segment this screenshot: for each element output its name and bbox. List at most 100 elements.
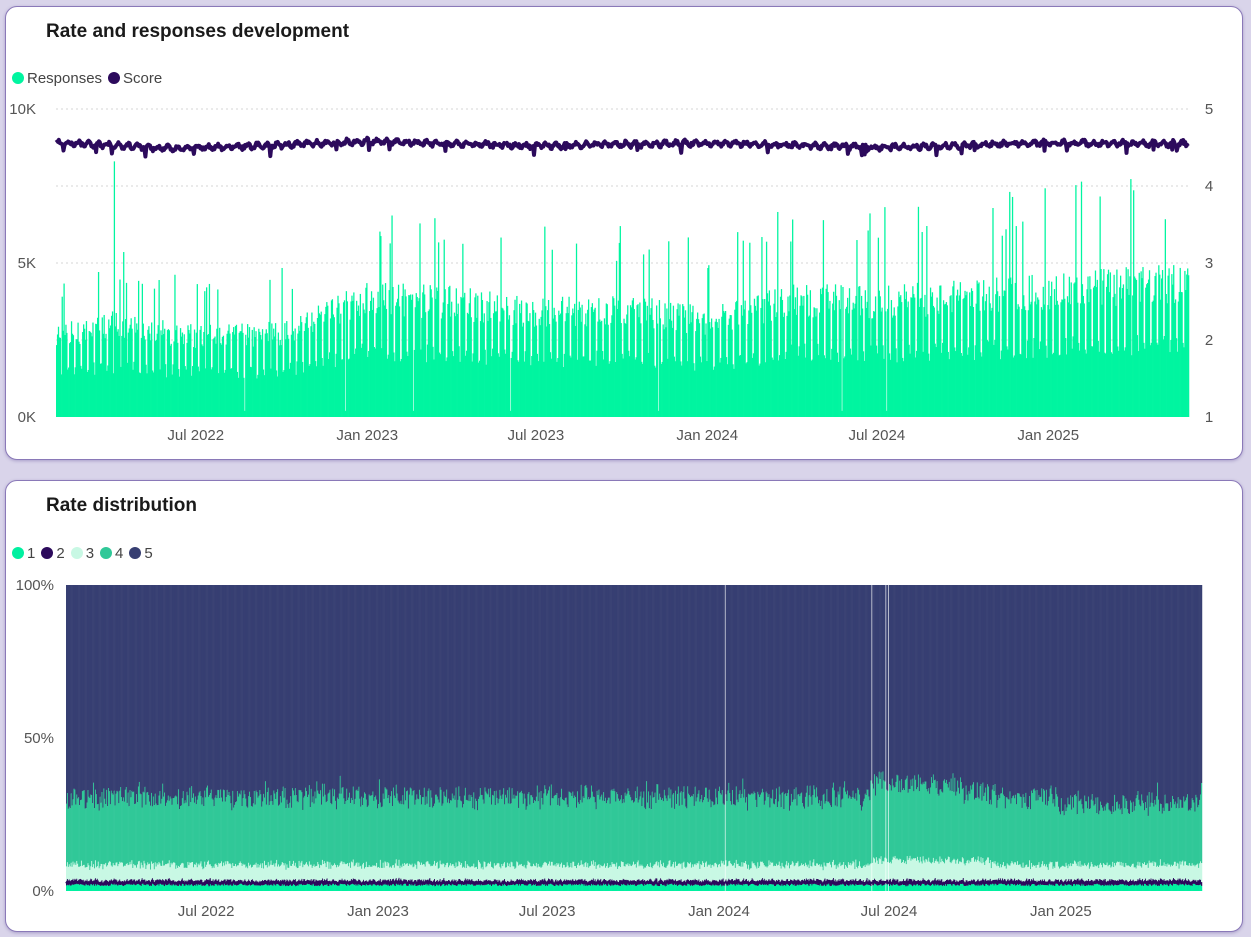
segment-5 <box>119 585 121 791</box>
segment-1 <box>338 885 340 891</box>
segment-5 <box>700 585 702 800</box>
segment-5 <box>270 585 272 796</box>
segment-4 <box>143 792 145 861</box>
responses-bar <box>1106 286 1108 417</box>
responses-bar <box>447 303 449 417</box>
responses-bar <box>1021 308 1023 417</box>
segment-5 <box>225 585 227 798</box>
segment-5 <box>711 585 713 802</box>
segment-4 <box>192 797 194 862</box>
responses-bar <box>613 298 615 417</box>
responses-bar <box>778 355 781 417</box>
segment-3 <box>234 866 236 881</box>
segment-1 <box>621 885 624 891</box>
segment-5 <box>745 585 747 803</box>
segment-4 <box>168 800 170 861</box>
segment-5 <box>436 585 439 797</box>
segment-1 <box>708 884 710 891</box>
segment-1 <box>493 884 496 891</box>
segment-3 <box>635 867 638 882</box>
segment-3 <box>637 860 639 880</box>
legend-item-3[interactable]: 3 <box>70 545 94 562</box>
segment-3 <box>568 867 570 881</box>
segment-5 <box>596 585 598 791</box>
segment-1 <box>740 885 742 891</box>
responses-bar <box>792 284 795 417</box>
responses-bar <box>740 305 743 417</box>
legend-item-2[interactable]: 2 <box>41 545 65 562</box>
responses-bar <box>559 315 561 417</box>
segment-5 <box>562 585 565 801</box>
responses-bar <box>1079 303 1082 417</box>
responses-bar <box>947 351 949 417</box>
segment-3 <box>653 864 655 882</box>
segment-3 <box>314 866 316 882</box>
segment-5 <box>181 585 184 799</box>
legend-item-responses[interactable]: Responses <box>12 70 102 87</box>
responses-bar <box>883 358 885 417</box>
segment-4 <box>159 791 161 864</box>
segment-1 <box>715 884 717 891</box>
responses-bar <box>460 296 462 417</box>
segment-1 <box>161 884 163 891</box>
responses-bar <box>359 293 362 417</box>
legend-item-score[interactable]: Score <box>108 70 162 87</box>
segment-4 <box>656 784 658 862</box>
segment-4 <box>629 794 631 864</box>
segment-3 <box>458 861 460 880</box>
segment-4 <box>371 795 373 867</box>
segment-4 <box>243 790 245 865</box>
responses-bar <box>833 310 836 417</box>
responses-bar <box>864 290 866 417</box>
segment-5 <box>94 585 97 790</box>
segment-1 <box>547 885 549 891</box>
responses-bar <box>741 315 743 417</box>
segment-5 <box>643 585 645 792</box>
segment-4 <box>718 791 720 865</box>
responses-bar <box>997 291 999 417</box>
segment-1 <box>605 883 607 891</box>
segment-5 <box>709 585 711 800</box>
segment-3 <box>342 864 344 881</box>
segment-5 <box>71 585 73 806</box>
responses-bar <box>750 305 752 417</box>
segment-4 <box>130 797 132 865</box>
segment-1 <box>456 886 458 891</box>
responses-bar <box>769 305 771 417</box>
segment-4 <box>232 790 234 864</box>
responses-bar <box>323 321 325 417</box>
segment-1 <box>454 885 456 891</box>
responses-bar <box>1037 297 1039 417</box>
segment-4 <box>190 802 192 863</box>
legend-item-4[interactable]: 4 <box>100 545 123 562</box>
responses-bar <box>988 286 990 417</box>
segment-5 <box>66 585 68 804</box>
segment-3 <box>553 865 555 883</box>
segment-4 <box>236 791 239 866</box>
segment-5 <box>663 585 666 790</box>
segment-4 <box>438 802 440 868</box>
segment-4 <box>219 797 221 864</box>
responses-bar <box>552 318 554 417</box>
segment-3 <box>334 863 336 881</box>
segment-3 <box>149 863 151 881</box>
segment-1 <box>79 884 81 891</box>
segment-3 <box>196 867 199 881</box>
segment-5 <box>206 585 208 788</box>
responses-bar <box>258 328 260 417</box>
segment-3 <box>562 864 565 881</box>
legend-item-5[interactable]: 5 <box>129 545 153 562</box>
segment-4 <box>661 799 663 865</box>
responses-bar <box>684 310 687 417</box>
segment-5 <box>304 585 306 796</box>
segment-4 <box>222 801 224 867</box>
segment-1 <box>112 884 114 891</box>
legend-item-1[interactable]: 1 <box>12 545 35 562</box>
segment-3 <box>426 861 428 880</box>
segment-5 <box>634 585 637 792</box>
segment-1 <box>366 885 369 891</box>
segment-1 <box>372 884 374 891</box>
responses-bar <box>1141 278 1143 417</box>
responses-bar <box>132 369 134 417</box>
segment-3 <box>736 864 738 880</box>
